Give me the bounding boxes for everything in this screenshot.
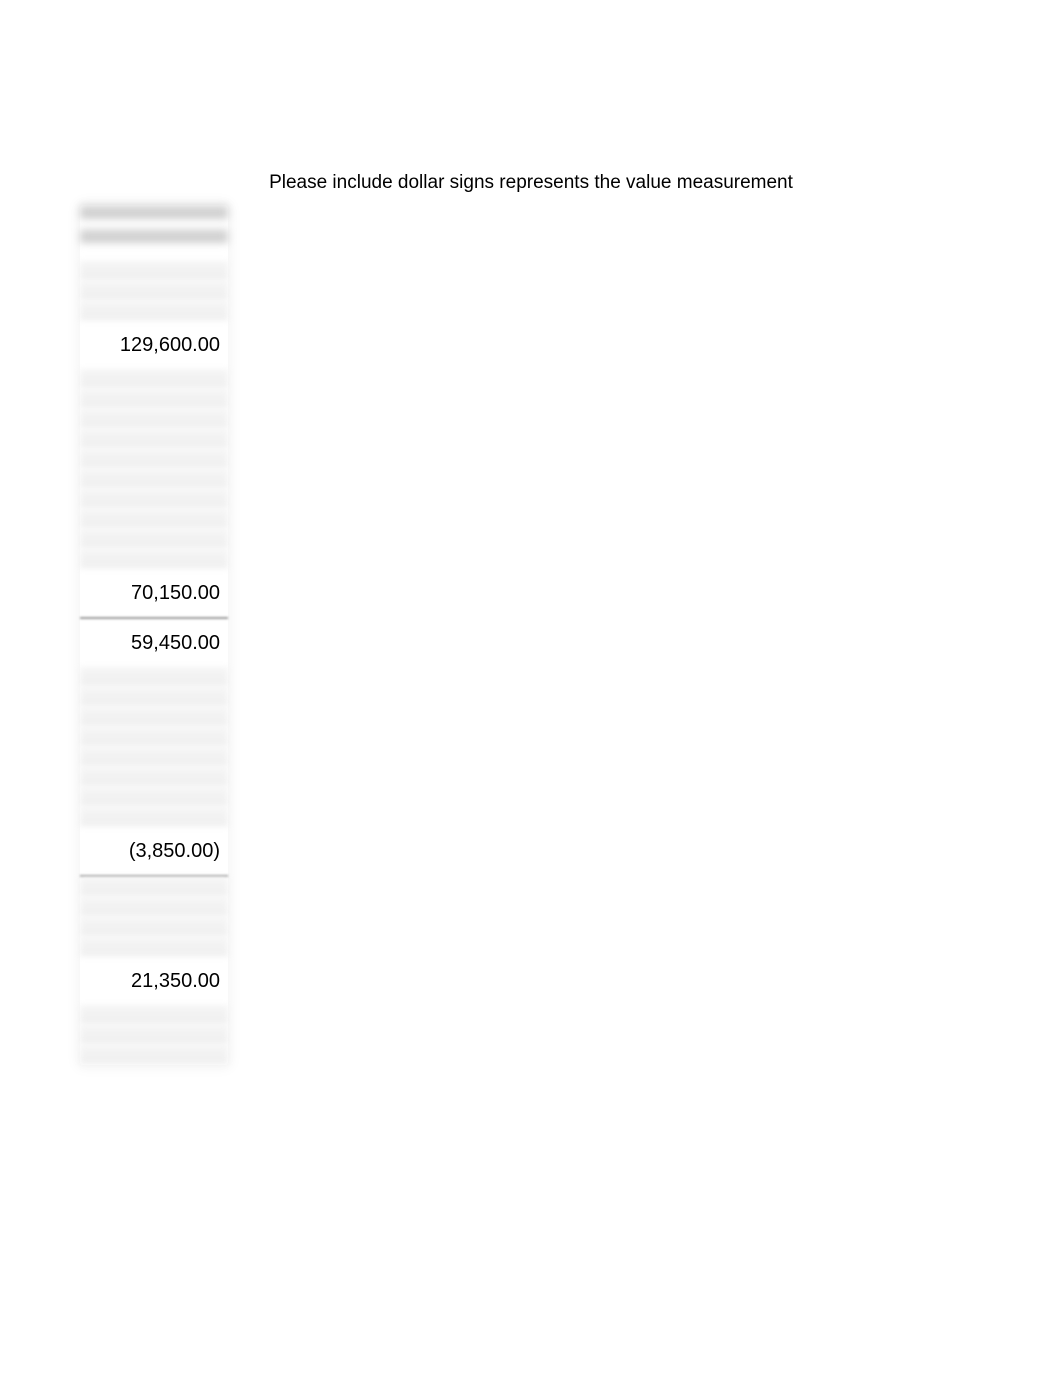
blurred-cell — [80, 429, 228, 449]
value-text: 129,600.00 — [120, 334, 220, 357]
blurred-cell — [80, 1045, 228, 1065]
instruction-text: Please include dollar signs represents t… — [0, 172, 1062, 194]
value-column: 129,600.00 70,150.00 59,450.00 (3,850.00… — [80, 205, 228, 1065]
blurred-cell — [80, 389, 228, 409]
blurred-cell — [80, 1025, 228, 1045]
value-cell: 59,450.00 — [80, 619, 228, 667]
blurred-cell — [80, 509, 228, 529]
section-divider — [80, 617, 228, 619]
blurred-cell — [80, 787, 228, 807]
blurred-cell — [80, 937, 228, 957]
blurred-cell — [80, 727, 228, 747]
blurred-cell — [80, 747, 228, 767]
blurred-cell — [80, 281, 228, 301]
value-cell: 70,150.00 — [80, 569, 228, 617]
blurred-cell — [80, 469, 228, 489]
value-text: 70,150.00 — [131, 582, 220, 605]
blurred-cell — [80, 301, 228, 321]
blurred-cell — [80, 877, 228, 897]
blurred-cell — [80, 917, 228, 937]
value-text: 59,450.00 — [131, 632, 220, 655]
spacer — [80, 253, 228, 261]
value-text: 21,350.00 — [131, 970, 220, 993]
blurred-cell — [80, 449, 228, 469]
value-cell: 129,600.00 — [80, 321, 228, 369]
value-cell: (3,850.00) — [80, 827, 228, 875]
blurred-cell — [80, 1005, 228, 1025]
blurred-cell — [80, 489, 228, 509]
blurred-cell — [80, 807, 228, 827]
blurred-cell — [80, 687, 228, 707]
blurred-header — [80, 205, 228, 219]
blurred-header — [80, 229, 228, 243]
blurred-cell — [80, 549, 228, 569]
blurred-cell — [80, 369, 228, 389]
blurred-cell — [80, 529, 228, 549]
blurred-cell — [80, 261, 228, 281]
blurred-cell — [80, 707, 228, 727]
blurred-cell — [80, 409, 228, 429]
blurred-cell — [80, 897, 228, 917]
value-cell: 21,350.00 — [80, 957, 228, 1005]
blurred-cell — [80, 767, 228, 787]
value-text: (3,850.00) — [129, 840, 220, 863]
blurred-cell — [80, 667, 228, 687]
